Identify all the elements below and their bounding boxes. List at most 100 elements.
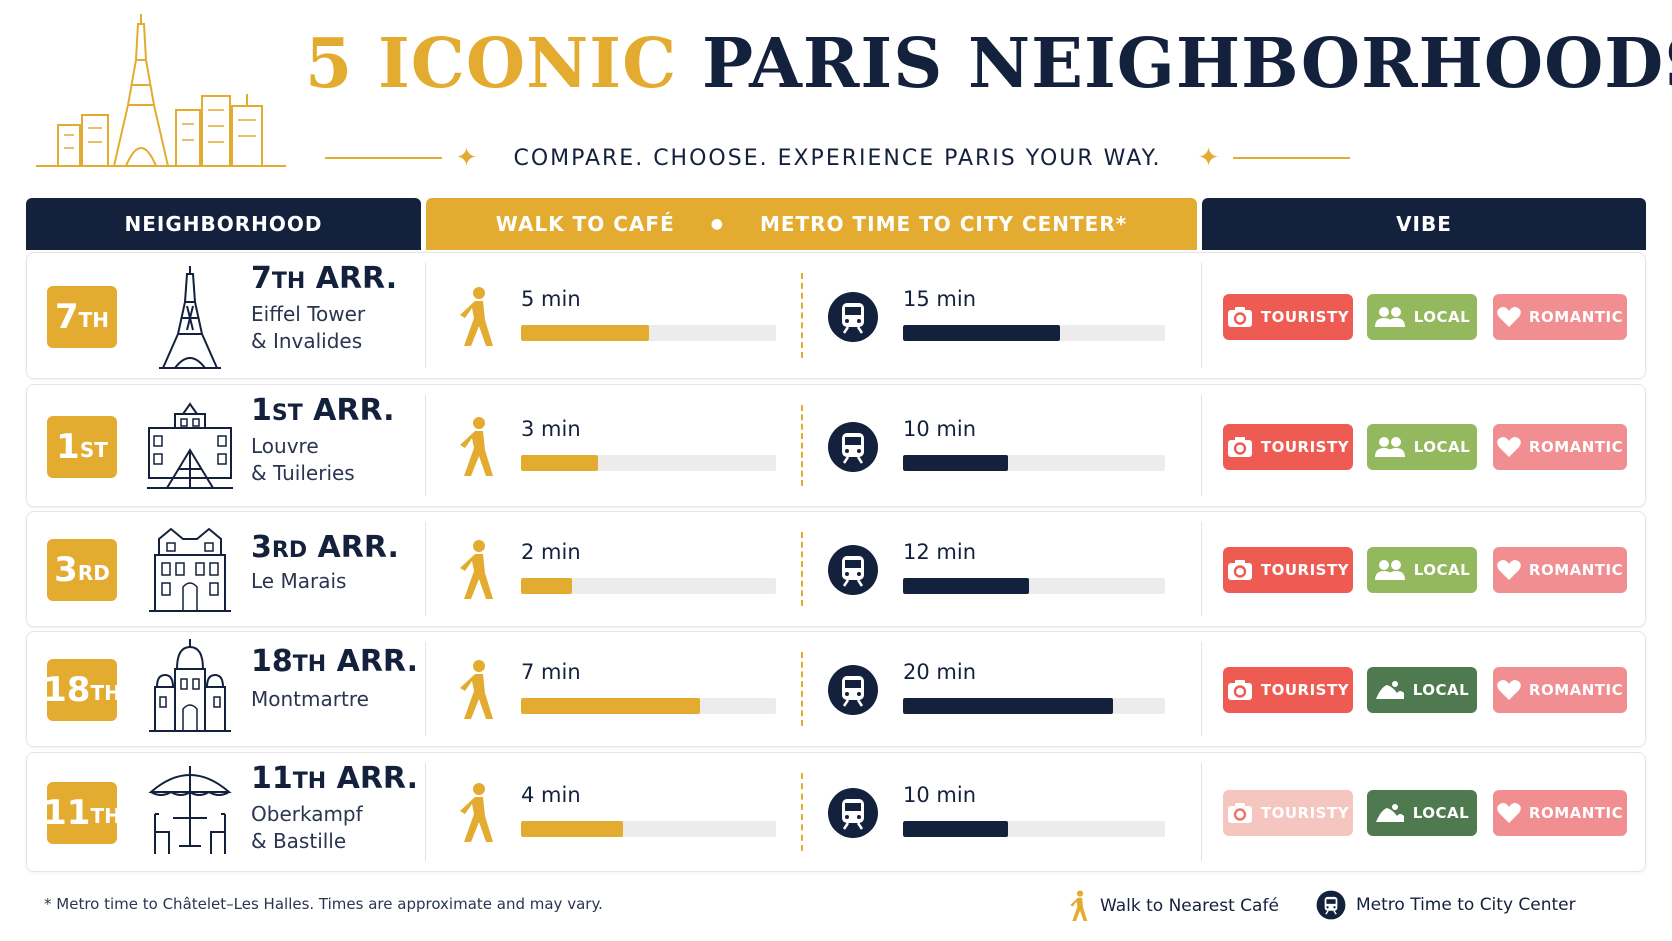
metro-train-icon xyxy=(827,421,879,473)
cafe-table-icon xyxy=(145,758,235,868)
tag-local-label: LOCAL xyxy=(1412,804,1470,822)
badge-number: 1 xyxy=(56,426,80,467)
tag-local-label: LOCAL xyxy=(1413,437,1471,456)
column-divider xyxy=(1201,263,1202,368)
title-number: 11 xyxy=(251,761,293,796)
tag-local: LOCAL xyxy=(1367,790,1477,836)
walk-time: 4 min xyxy=(521,783,581,807)
walk-bar-fill xyxy=(521,698,700,714)
page-title: 5 ICONIC PARIS NEIGHBORHOODS xyxy=(305,30,1672,98)
walk-time: 5 min xyxy=(521,286,581,311)
neighborhood-row: 1 ST 1ST ARR. Louvre & Tuileries 3 min 10 min… xyxy=(26,384,1646,507)
title-number: 3 xyxy=(251,530,272,565)
title-rest: ARR. xyxy=(326,761,418,796)
header-vibe: VIBE xyxy=(1202,198,1646,250)
arrondissement-badge: 3 RD xyxy=(47,539,117,601)
metro-bar-fill xyxy=(903,821,1008,837)
neighborhood-row: 11 TH 11TH ARR. Oberkampf & Bastille 4 min 10… xyxy=(26,752,1646,872)
tag-touristy: TOURISTY xyxy=(1223,547,1353,593)
neighborhood-row: 7 TH 7TH ARR. Eiffel Tower & Invalides 5 min… xyxy=(26,252,1646,379)
tag-touristy-label: TOURISTY xyxy=(1260,561,1350,579)
fleur-icon: ✦ xyxy=(455,143,478,173)
tag-touristy-label: TOURISTY xyxy=(1260,307,1350,326)
header-neighborhood-label: NEIGHBORHOOD xyxy=(124,212,323,236)
louvre-pyramid-icon xyxy=(145,392,235,502)
title-suffix: ST xyxy=(271,401,303,426)
metro-train-icon xyxy=(827,544,879,596)
neighborhood-description: Le Marais xyxy=(251,569,347,593)
title-number: 1 xyxy=(251,393,272,428)
arrondissement-badge: 7 TH xyxy=(47,285,117,348)
walk-time: 7 min xyxy=(521,660,581,684)
metro-train-icon xyxy=(827,787,879,839)
title-rest: ARR. xyxy=(305,261,398,296)
tag-local: LOCAL xyxy=(1367,547,1477,593)
dashed-divider xyxy=(801,773,803,851)
column-divider xyxy=(425,395,426,496)
badge-number: 18 xyxy=(43,670,91,710)
walk-time: 2 min xyxy=(521,540,581,564)
arrondissement-badge: 18 TH xyxy=(43,659,121,721)
tag-touristy: TOURISTY xyxy=(1223,667,1353,713)
badge-number: 11 xyxy=(43,793,91,833)
eiffel-tower-icon xyxy=(145,262,235,372)
tag-touristy: TOURISTY xyxy=(1223,423,1353,470)
legend-metro-label: Metro Time to City Center xyxy=(1356,895,1576,915)
walking-person-icon xyxy=(457,416,497,478)
hotel-de-ville-icon xyxy=(145,515,235,625)
neighborhood-row: 3 RD 3RD ARR. Le Marais 2 min 12 min TOURISTY L… xyxy=(26,511,1646,627)
walk-bar-track xyxy=(521,821,776,837)
title-suffix: RD xyxy=(271,538,308,563)
title-navy: PARIS NEIGHBORHOODS xyxy=(701,24,1672,104)
metro-time: 12 min xyxy=(903,540,976,564)
title-suffix: TH xyxy=(292,769,327,794)
title-suffix: TH xyxy=(292,652,327,677)
neighborhood-description: Montmartre xyxy=(251,687,369,711)
dashed-divider xyxy=(801,652,803,726)
title-number: 7 xyxy=(251,261,272,296)
neighborhood-row: 18 TH 18TH ARR. Montmartre 7 min 20 min TOURIS… xyxy=(26,631,1646,747)
legend-metro: Metro Time to City Center xyxy=(1316,890,1576,920)
metro-bar-fill xyxy=(903,454,1008,471)
column-divider xyxy=(425,763,426,861)
metro-time: 15 min xyxy=(903,286,976,311)
badge-number: 3 xyxy=(54,550,78,590)
divider xyxy=(325,157,442,159)
tag-local: LOCAL xyxy=(1367,293,1477,340)
tag-touristy-label: TOURISTY xyxy=(1260,437,1350,456)
neighborhood-description: Eiffel Tower & Invalides xyxy=(251,302,366,353)
legend-walk-label: Walk to Nearest Café xyxy=(1100,896,1279,916)
tag-touristy: TOURISTY xyxy=(1223,293,1353,340)
tag-romantic-label: ROMANTIC xyxy=(1528,307,1624,326)
tag-touristy-label: TOURISTY xyxy=(1260,804,1350,822)
walking-person-icon xyxy=(457,782,497,844)
separator-dot: ● xyxy=(710,216,724,232)
subtitle-row: ✦ COMPARE. CHOOSE. EXPERIENCE PARIS YOUR… xyxy=(325,140,1351,176)
walk-bar-fill xyxy=(521,324,649,341)
badge-suffix: TH xyxy=(90,681,121,705)
tag-touristy: TOURISTY xyxy=(1223,790,1353,836)
metro-bar-track xyxy=(903,324,1165,341)
title-suffix: TH xyxy=(271,269,306,294)
tag-romantic-label: ROMANTIC xyxy=(1528,437,1624,456)
walk-bar-fill xyxy=(521,821,623,837)
tag-romantic-label: ROMANTIC xyxy=(1528,804,1624,822)
tag-romantic: ROMANTIC xyxy=(1493,790,1627,836)
header-vibe-label: VIBE xyxy=(1396,212,1452,236)
arrondissement-title: 3RD ARR. xyxy=(251,530,399,565)
column-divider xyxy=(1201,522,1202,616)
tag-romantic: ROMANTIC xyxy=(1493,293,1627,340)
metro-bar-fill xyxy=(903,578,1029,594)
metro-time: 10 min xyxy=(903,783,976,807)
arrondissement-badge: 1 ST xyxy=(47,415,117,478)
tag-romantic-label: ROMANTIC xyxy=(1528,681,1624,699)
tag-touristy-label: TOURISTY xyxy=(1260,681,1350,699)
metro-train-icon xyxy=(1316,890,1346,920)
arrondissement-title: 18TH ARR. xyxy=(251,644,418,679)
badge-suffix: ST xyxy=(79,437,108,462)
badge-number: 7 xyxy=(54,296,79,337)
header-walk-label: WALK TO CAFÉ xyxy=(495,212,675,236)
neighborhood-description: Louvre & Tuileries xyxy=(251,434,355,485)
arrondissement-title: 1ST ARR. xyxy=(251,393,395,428)
metro-bar-track xyxy=(903,578,1165,594)
